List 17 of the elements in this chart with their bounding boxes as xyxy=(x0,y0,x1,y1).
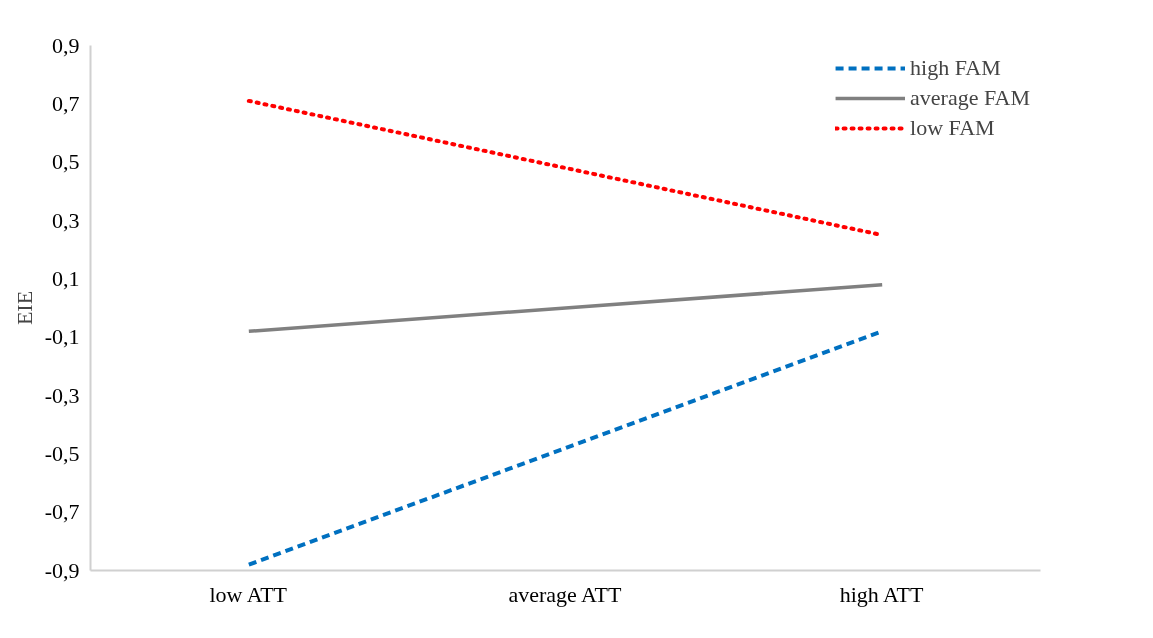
y-tick-label: -0,9 xyxy=(44,557,80,583)
legend-label: low FAM xyxy=(910,115,995,141)
legend-label: average FAM xyxy=(910,85,1030,111)
y-tick-label: 0,7 xyxy=(52,90,80,116)
x-tick-label: average ATT xyxy=(508,581,622,607)
x-tick-label: high ATT xyxy=(839,581,924,607)
legend-label: high FAM xyxy=(910,55,1001,81)
y-tick-label: 0,5 xyxy=(52,149,80,175)
y-tick-label: -0,5 xyxy=(44,440,80,466)
x-tick-label: low ATT xyxy=(209,581,288,607)
y-tick-label: -0,3 xyxy=(44,382,80,408)
y-tick-label: 0,1 xyxy=(52,265,80,291)
y-tick-label: 0,3 xyxy=(52,207,80,233)
y-axis-title: EIE xyxy=(11,290,37,326)
y-tick-label: -0,7 xyxy=(44,499,80,525)
y-tick-label: -0,1 xyxy=(44,324,80,350)
y-tick-label: 0,9 xyxy=(52,32,80,58)
